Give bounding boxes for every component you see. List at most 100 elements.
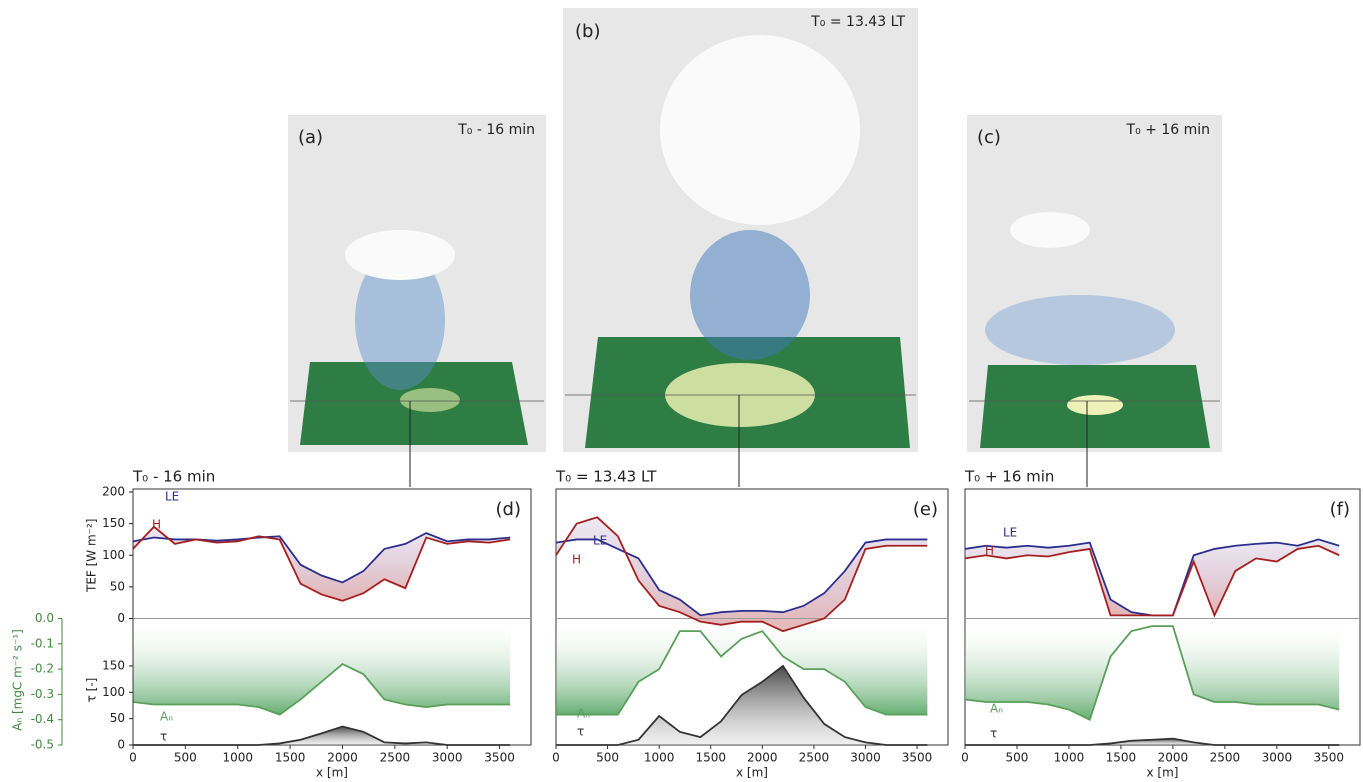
panel-annotation: (e) (913, 499, 938, 520)
x-axis-label: x [m] (1147, 766, 1179, 780)
series-label: H (985, 544, 994, 558)
x-tick-label: 3000 (1262, 751, 1293, 765)
updraft (985, 295, 1175, 365)
x-tick-label: 1000 (1054, 751, 1085, 765)
series-line (555, 538, 928, 617)
series-line (555, 516, 928, 633)
series-label: τ (160, 730, 167, 744)
x-tick-label: 2000 (327, 751, 358, 765)
x-tick-label: 2500 (380, 751, 411, 765)
area-fill (133, 726, 511, 745)
series-label: τ (990, 727, 997, 741)
render-time: T₀ = 13.43 LT (810, 14, 905, 30)
render-c: (c) T₀ + 16 min (967, 115, 1222, 487)
x-tick-label: 3000 (850, 751, 881, 765)
panel-frame (132, 488, 532, 746)
y-tick-label: -0.5 (31, 738, 54, 752)
y-tick-label: -0.3 (31, 687, 54, 701)
panel-annotation: (f) (1330, 499, 1350, 520)
series-line (964, 625, 1340, 721)
x-tick-label: 2500 (799, 751, 830, 765)
panel-annotation: (d) (496, 499, 521, 520)
x-tick-label: 1500 (695, 751, 726, 765)
panel-frame (964, 488, 1361, 746)
x-tick-label: 3500 (1314, 751, 1345, 765)
cloud (660, 35, 860, 225)
y-tick-label: 0.0 (35, 611, 54, 625)
render-label: (b) (575, 21, 600, 42)
y-tick-label: -0.2 (31, 662, 54, 676)
cloud (345, 230, 455, 280)
updraft (690, 230, 810, 360)
x-axis-label: x [m] (316, 766, 348, 780)
series-line (556, 630, 928, 716)
x-tick-label: 0 (961, 751, 969, 765)
cloud (1010, 212, 1090, 248)
y2-axis-label: τ [-] (85, 678, 99, 703)
updraft (355, 250, 445, 390)
x-tick-label: 1000 (222, 751, 253, 765)
x-axis-label: x [m] (736, 766, 768, 780)
panel: LE H Aₙ τ 0 500 1000 1500 2000 2500 3000 3500 x [m] T… (552, 468, 949, 780)
y-tick-label: 100 (102, 548, 125, 562)
render-label: (a) (298, 127, 323, 148)
x-tick-label: 1500 (1106, 751, 1137, 765)
series-line (556, 664, 928, 746)
x-tick-label: 3000 (432, 751, 463, 765)
surface-patch (400, 388, 460, 412)
y-tick-label: -0.4 (31, 712, 54, 726)
series-line (132, 525, 511, 602)
series-line (964, 544, 1340, 618)
series-label: H (572, 553, 581, 567)
y-tick-label: 0 (117, 738, 125, 752)
render-time: T₀ + 16 min (1126, 122, 1210, 138)
area-fill (133, 618, 511, 715)
x-tick-label: 500 (596, 751, 619, 765)
series-label: LE (1003, 526, 1017, 540)
x-tick-label: 3500 (484, 751, 515, 765)
y-tick-label: 200 (102, 485, 125, 499)
y3-axis-label: Aₙ [mgC m⁻² s⁻¹] (11, 629, 25, 731)
series-label: τ (577, 725, 584, 739)
panel-title: T₀ + 16 min (964, 468, 1054, 486)
x-tick-label: 500 (174, 751, 197, 765)
flux-band (133, 526, 511, 601)
flux-band (556, 517, 928, 632)
series-label: Aₙ (577, 707, 590, 721)
x-tick-label: 500 (1006, 751, 1029, 765)
x-tick-label: 2500 (1210, 751, 1241, 765)
x-tick-label: 0 (552, 751, 560, 765)
series-label: LE (593, 534, 607, 548)
y-tick-label: 50 (110, 711, 125, 725)
x-tick-label: 1500 (275, 751, 306, 765)
render-label: (c) (977, 127, 1001, 148)
render-time: T₀ - 16 min (457, 122, 535, 138)
y-tick-label: 0 (117, 611, 125, 625)
panel-title: T₀ - 16 min (132, 468, 215, 486)
surface-patch (1067, 395, 1123, 415)
x-tick-label: 0 (129, 751, 137, 765)
y-axis-label: TEF [W m⁻²] (85, 518, 99, 593)
x-tick-label: 2000 (1158, 751, 1189, 765)
series-label: LE (165, 490, 179, 504)
area-fill (556, 618, 928, 715)
x-tick-label: 3500 (902, 751, 933, 765)
x-tick-label: 1000 (644, 751, 675, 765)
x-tick-label: 2000 (747, 751, 778, 765)
y-tick-label: 100 (102, 685, 125, 699)
panel: LE H Aₙ τ 0 500 1000 1500 2000 2500 3000 3500 x [m] T… (961, 468, 1361, 780)
area-fill (556, 665, 928, 745)
flux-band (965, 539, 1340, 616)
render-b: (b) T₀ = 13.43 LT (563, 8, 918, 487)
series-label: Aₙ (990, 702, 1003, 716)
series-line (132, 662, 511, 716)
y-tick-label: 50 (110, 579, 125, 593)
area-fill (965, 738, 1340, 745)
series-label: Aₙ (160, 710, 173, 724)
panel-title: T₀ = 13.43 LT (555, 468, 657, 486)
series-label: H (152, 518, 161, 532)
y-tick-label: -0.1 (31, 636, 54, 650)
